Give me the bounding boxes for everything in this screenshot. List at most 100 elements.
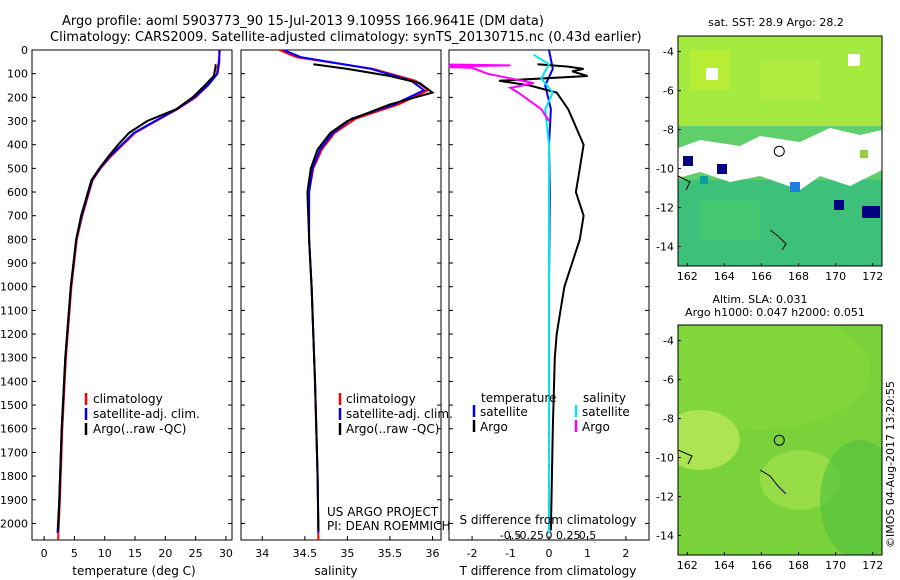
credit-pi: PI: DEAN ROEMMICH	[327, 519, 450, 533]
map-lon-label: 164	[714, 559, 735, 572]
temperature-tick-label: 20	[158, 547, 172, 560]
legend-label-s-satellite: satellite	[582, 405, 630, 419]
sla-map-axes: 162 164 166 168 170 172 -4 -6 -8 -10 -12 -14	[656, 335, 883, 572]
sla-map-title-line-2: Argo h1000: 0.047 h2000: 0.051	[685, 306, 865, 319]
temperature-axis-label: temperature (deg C)	[72, 564, 195, 578]
map-lon-label: 168	[788, 559, 809, 572]
map-lat-label: -12	[656, 202, 674, 215]
depth-tick-label: 1600	[0, 423, 28, 436]
t-diff-tick-label: 1	[584, 547, 591, 560]
map-lon-label: 172	[862, 270, 883, 283]
salinity-tick-label: 35	[340, 547, 354, 560]
depth-tick-label: 800	[7, 233, 28, 246]
map-lat-label: -8	[663, 124, 674, 137]
s-diff-tick-label: -0.5	[500, 529, 521, 542]
depth-tick-label: 900	[7, 257, 28, 270]
depth-tick-label: 700	[7, 210, 28, 223]
depth-axis: 0 100 200 300 400 500 600 700 800 900 1000 1100 1200…	[0, 44, 649, 530]
legend-label-satellite: satellite-adj. clim.	[93, 407, 200, 421]
salinity-legend: climatology satellite-adj. clim. Argo(..…	[338, 392, 453, 436]
map-lat-label: -14	[656, 530, 674, 543]
salinity-panel	[240, 49, 442, 541]
s-diff-tick-label: -0.25	[516, 529, 544, 542]
credit-project: US ARGO PROJECT	[327, 505, 439, 519]
depth-tick-label: 1000	[0, 281, 28, 294]
legend-label-climatology: climatology	[93, 392, 163, 406]
map-lon-label: 166	[751, 270, 772, 283]
map-lat-label: -6	[663, 374, 674, 387]
legend-label-t-satellite: satellite	[480, 405, 528, 419]
map-lon-label: 172	[862, 559, 883, 572]
map-lat-label: -10	[656, 163, 674, 176]
depth-tick-label: 400	[7, 139, 28, 152]
series-line-t-argo	[498, 63, 588, 531]
depth-tick-label: 200	[7, 91, 28, 104]
legend-heading-temperature: temperature	[481, 391, 556, 405]
depth-tick-label: 300	[7, 115, 28, 128]
legend-label-t-argo: Argo	[480, 420, 508, 434]
map-lon-label: 164	[714, 270, 735, 283]
temperature-legend: climatology satellite-adj. clim. Argo(..…	[84, 392, 200, 436]
figure-title-line-2: Climatology: CARS2009. Satellite-adjuste…	[50, 30, 642, 45]
difference-legend: temperature satellite Argo salinity sate…	[472, 391, 630, 434]
series-line-s-satellite	[533, 53, 554, 533]
salinity-tick-label: 36	[425, 547, 439, 560]
argo-location-marker	[773, 145, 785, 157]
profile-series	[56, 50, 588, 540]
depth-tick-label: 600	[7, 186, 28, 199]
t-difference-axis-label: T difference from climatology	[459, 564, 637, 578]
map-lon-label: 166	[751, 559, 772, 572]
depth-tick-label: 1700	[0, 446, 28, 459]
argo-location-marker	[773, 434, 785, 446]
series-line-argo-raw-qc-	[306, 63, 435, 531]
sst-map	[678, 36, 882, 266]
s-diff-tick-label: 0.5	[579, 529, 597, 542]
legend-label-argo: Argo(..raw -QC)	[93, 422, 186, 436]
temperature-tick-label: 10	[98, 547, 112, 560]
temperature-tick-label: 15	[128, 547, 142, 560]
map-lat-label: -14	[656, 241, 674, 254]
depth-tick-label: 1800	[0, 470, 28, 483]
depth-tick-label: 1100	[0, 304, 28, 317]
temperature-tick-label: 30	[219, 547, 233, 560]
sst-map-title: sat. SST: 28.9 Argo: 28.2	[708, 16, 844, 29]
depth-tick-label: 2000	[0, 517, 28, 530]
series-line-s-argo	[449, 63, 550, 122]
legend-label-satellite: satellite-adj. clim.	[346, 407, 453, 421]
s-diff-tick-label: 0	[546, 529, 553, 542]
series-line-argo-raw-qc-	[57, 64, 217, 531]
salinity-tick-label: 35.5	[378, 547, 403, 560]
t-diff-tick-label: -1	[505, 547, 516, 560]
salinity-tick-label: 34.5	[293, 547, 318, 560]
salinity-axis-label: salinity	[314, 564, 357, 578]
map-lat-label: -12	[656, 491, 674, 504]
temperature-tick-label: 5	[71, 547, 78, 560]
map-lat-label: -10	[656, 452, 674, 465]
sla-map-title-line-1: Altim. SLA: 0.031	[712, 293, 807, 306]
legend-label-argo: Argo(..raw -QC)	[346, 422, 439, 436]
legend-label-climatology: climatology	[346, 392, 416, 406]
figure-title-line-1: Argo profile: aoml 5903773_90 15-Jul-201…	[62, 14, 544, 29]
temperature-tick-label: 25	[189, 547, 203, 560]
map-lat-label: -8	[663, 413, 674, 426]
map-lon-label: 162	[677, 270, 698, 283]
s-difference-axis-label: S difference from climatology	[460, 513, 637, 527]
map-lon-label: 168	[788, 270, 809, 283]
timestamp-stamp: ©IMOS 04-Aug-2017 13:20:55	[884, 381, 897, 548]
depth-tick-label: 1200	[0, 328, 28, 341]
map-lat-label: -4	[663, 46, 674, 59]
sla-map	[678, 325, 882, 555]
t-diff-tick-label: 0	[546, 547, 553, 560]
salinity-tick-label: 34	[255, 547, 269, 560]
s-diff-tick-label: 0.25	[556, 529, 581, 542]
legend-heading-salinity: salinity	[583, 391, 626, 405]
map-lat-label: -6	[663, 85, 674, 98]
legend-label-s-argo: Argo	[582, 420, 610, 434]
map-lat-label: -4	[663, 335, 674, 348]
t-diff-tick-label: -2	[467, 547, 478, 560]
depth-tick-label: 1500	[0, 399, 28, 412]
depth-tick-label: 1900	[0, 494, 28, 507]
temperature-tick-label: 0	[41, 547, 48, 560]
sst-map-axes: 162 164 166 168 170 172 -4 -6 -8 -10 -12 -14	[656, 46, 883, 283]
